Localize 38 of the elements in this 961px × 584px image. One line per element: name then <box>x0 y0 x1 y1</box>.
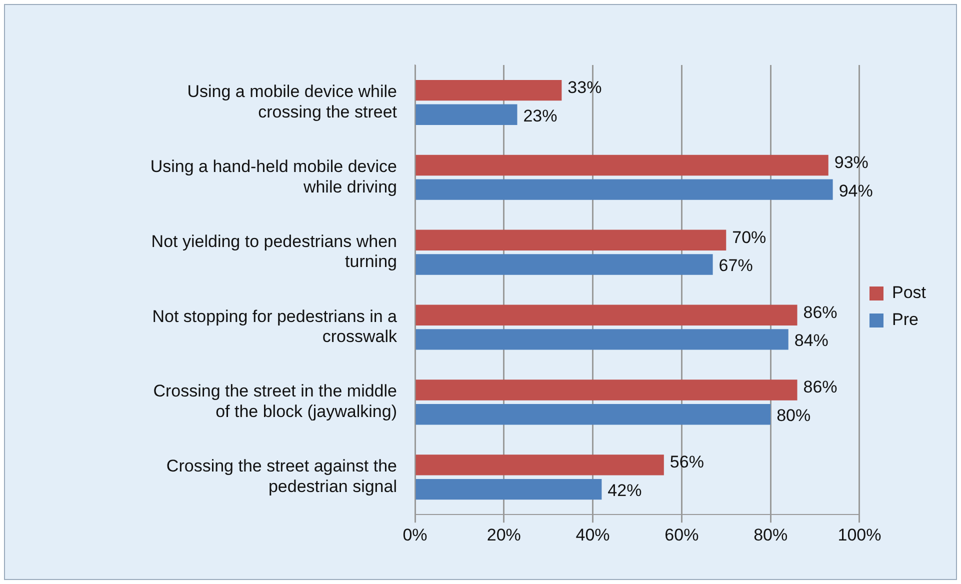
bar <box>416 104 518 125</box>
bar <box>416 404 771 425</box>
bar <box>416 454 664 476</box>
x-tick-label: 80% <box>754 525 788 544</box>
x-tick-label: 20% <box>486 525 521 544</box>
x-tick-label: 0% <box>402 525 428 544</box>
data-label: 42% <box>608 480 642 500</box>
bar <box>416 380 798 400</box>
bar <box>416 154 828 176</box>
y-tick-label: Crossing the street in the middle of the block (jaywalking) <box>153 382 397 422</box>
y-tick-label: Not stopping for pedestrians in a crosswalk <box>152 306 398 346</box>
data-label: 93% <box>834 152 868 172</box>
legend-label: Pre <box>892 310 918 330</box>
data-label: 23% <box>523 106 558 126</box>
data-label: 33% <box>568 78 602 97</box>
bar <box>416 478 602 500</box>
y-tick-label: Crossing the street against the pedestrian signal <box>166 456 397 496</box>
x-tick-label: 40% <box>576 525 610 544</box>
bar <box>416 254 713 275</box>
data-label: 86% <box>803 302 838 322</box>
data-label: 86% <box>803 378 838 397</box>
data-label: 70% <box>732 228 766 247</box>
bar <box>416 230 726 251</box>
y-tick-label: Not yielding to pedestrians when turning <box>151 232 397 272</box>
x-tick-label: 60% <box>664 525 699 544</box>
legend-label: Post <box>892 283 926 302</box>
bar <box>416 179 833 200</box>
data-label: 80% <box>776 406 811 426</box>
bar <box>416 304 798 326</box>
bar <box>416 80 562 101</box>
y-tick-label: Using a mobile device while crossing the street <box>187 82 398 122</box>
data-label: 67% <box>718 256 753 276</box>
data-label: 94% <box>838 181 873 200</box>
data-label: 84% <box>794 331 828 350</box>
bar <box>416 329 788 350</box>
data-label: 56% <box>670 452 704 472</box>
y-tick-label: Using a hand-held mobile device while driving <box>150 156 397 196</box>
x-tick-label: 100% <box>838 525 882 544</box>
